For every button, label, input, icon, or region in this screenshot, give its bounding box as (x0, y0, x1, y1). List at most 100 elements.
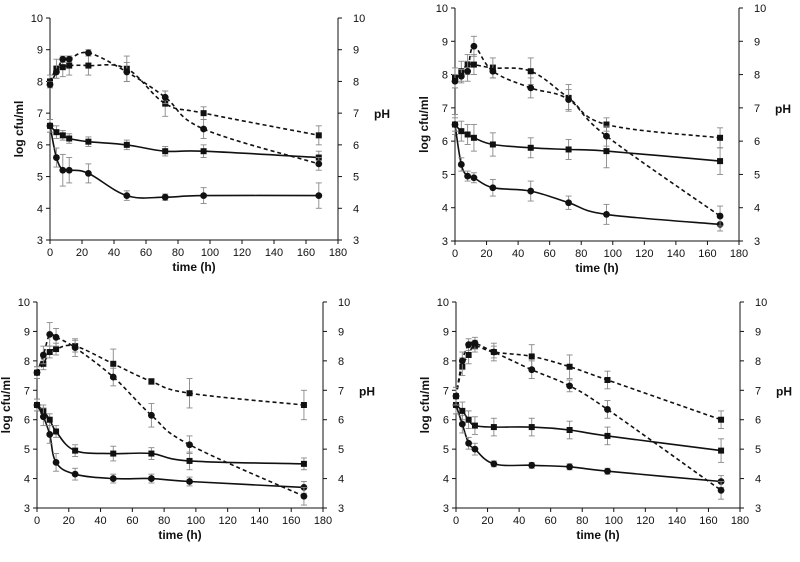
point-circle (46, 81, 54, 88)
y-tick-label-right: 10 (755, 297, 767, 309)
x-tick-label: 140 (265, 247, 283, 259)
point-circle (458, 420, 466, 428)
panel-top-left: 0 20 40 60 80 100 120 140 160 180 3 4 5 6 7 8 9 10 3 4 5 6 7 8 9… (12, 13, 390, 274)
y-tick-label-right: 10 (754, 3, 766, 15)
y-axis-title-left: log cfu/ml (418, 377, 432, 434)
y-tick-label-left: 9 (443, 326, 449, 338)
x-tick-label: 160 (699, 515, 717, 527)
point-circle (489, 67, 497, 75)
y-tick-label-left: 4 (442, 203, 448, 215)
point-square (53, 346, 60, 353)
point-square (300, 402, 307, 408)
point-circle (451, 121, 459, 128)
point-circle (123, 68, 131, 76)
x-tick-label: 180 (731, 515, 749, 527)
y-tick-label-right: 7 (338, 385, 344, 397)
y-tick-label-left: 6 (24, 415, 30, 427)
y-tick-label-left: 4 (37, 203, 43, 215)
point-circle (65, 166, 73, 174)
point-square (162, 148, 169, 155)
point-circle (452, 392, 460, 400)
y-tick-label-left: 3 (443, 503, 449, 515)
y-tick-label-right: 3 (754, 236, 760, 248)
y-tick-label-left: 7 (24, 385, 30, 397)
point-circle (71, 470, 79, 478)
x-tick-label: 20 (76, 247, 88, 259)
point-circle (71, 344, 79, 352)
point-circle (33, 369, 41, 377)
y-tick-label-left: 9 (37, 45, 43, 57)
y-tick-label-left: 8 (442, 70, 448, 82)
point-square (85, 138, 92, 145)
point-square (200, 148, 207, 155)
point-square (603, 121, 610, 128)
point-square (489, 141, 496, 148)
point-square (471, 422, 478, 429)
series-line-ph-square (455, 345, 722, 421)
point-circle (148, 475, 155, 482)
point-circle (716, 212, 724, 220)
y-tick-label-right: 10 (338, 297, 350, 309)
y-tick-label-left: 8 (443, 356, 449, 368)
point-circle (186, 441, 193, 449)
x-tick-label: 120 (218, 515, 236, 527)
point-circle (52, 333, 60, 341)
x-tick-label: 120 (636, 515, 654, 527)
point-circle (186, 478, 193, 485)
y-tick-label-right: 8 (755, 356, 761, 368)
point-circle (65, 55, 73, 63)
point-circle (109, 373, 117, 381)
point-circle (464, 172, 472, 180)
y-tick-label-left: 5 (37, 172, 43, 184)
x-tick-label: 120 (233, 247, 251, 259)
point-square (59, 132, 66, 139)
y-tick-label-right: 6 (338, 415, 344, 427)
panel-bottom-right: 0 20 40 60 80 100 120 140 160 180 3 4 5 6 7 8 9 10 3 4 5 6 7 8 9… (418, 297, 792, 542)
point-circle (109, 475, 117, 482)
point-circle (528, 461, 536, 469)
point-circle (565, 199, 572, 207)
point-square (186, 457, 193, 464)
y-tick-label-right: 5 (754, 169, 760, 181)
point-square (490, 424, 497, 431)
point-circle (59, 55, 67, 63)
point-circle (458, 357, 466, 365)
point-circle (464, 67, 472, 75)
point-square (200, 110, 207, 117)
x-tick-label: 40 (94, 515, 106, 527)
x-axis-title: time (h) (172, 260, 215, 274)
x-tick-label: 180 (329, 247, 347, 259)
series-line-ph-square (36, 344, 304, 406)
y-tick-label-right: 5 (755, 444, 761, 456)
y-tick-label-left: 5 (442, 169, 448, 181)
point-square (459, 407, 466, 414)
point-square (565, 146, 572, 153)
point-square (465, 416, 472, 423)
y-tick-label-right: 8 (754, 70, 760, 82)
point-square (72, 447, 79, 454)
point-square (110, 360, 117, 367)
x-tick-label: 0 (453, 515, 459, 527)
point-square (528, 353, 535, 360)
y-tick-label-right: 4 (353, 203, 359, 215)
y-tick-label-right: 10 (353, 13, 365, 25)
point-square (527, 68, 534, 75)
y-axis-title-left: log cfu/ml (417, 96, 431, 153)
point-square (46, 416, 53, 423)
point-circle (200, 192, 208, 200)
point-circle (33, 401, 41, 409)
point-square (123, 141, 130, 148)
x-tick-label: 180 (314, 515, 332, 527)
y-axis-title-right: pH (374, 107, 390, 121)
series-line-ph-circle (49, 51, 320, 165)
series-line-ph-square (454, 63, 721, 139)
y-tick-label-right: 7 (353, 108, 359, 120)
point-circle (527, 187, 535, 195)
y-tick-label-left: 7 (37, 108, 43, 120)
y-tick-label-left: 10 (18, 297, 30, 309)
point-square (465, 351, 472, 358)
point-circle (53, 68, 60, 76)
x-tick-label: 40 (512, 248, 524, 260)
point-circle (161, 193, 169, 201)
x-tick-label: 100 (201, 247, 219, 259)
